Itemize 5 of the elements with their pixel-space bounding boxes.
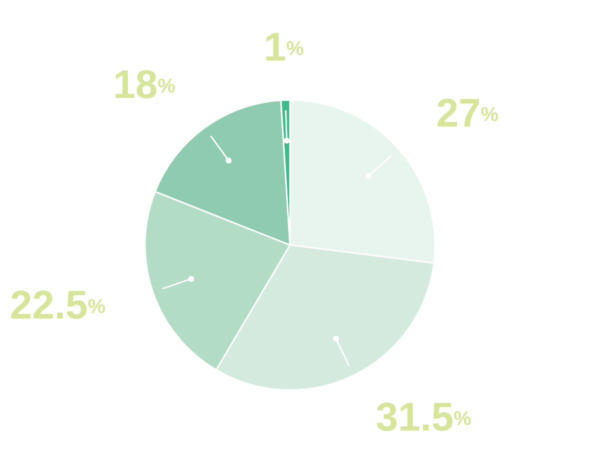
data-label: 1% xyxy=(264,26,304,70)
data-label: 22.5% xyxy=(10,284,106,328)
data-label: 18% xyxy=(113,62,176,107)
data-label: 27% xyxy=(436,92,499,136)
data-label: 31.5% xyxy=(376,396,472,440)
